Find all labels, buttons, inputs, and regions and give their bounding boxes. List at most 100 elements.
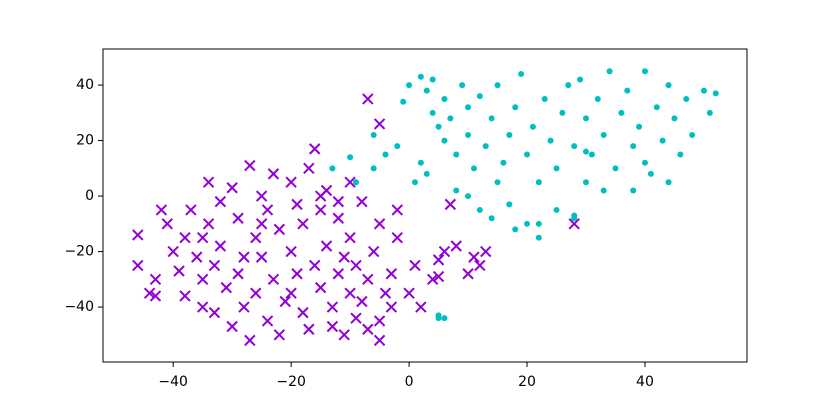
point — [391, 204, 403, 216]
point — [406, 82, 413, 89]
point — [196, 231, 209, 244]
point — [438, 245, 451, 258]
point — [179, 231, 191, 244]
point — [630, 187, 637, 194]
point — [338, 251, 350, 263]
point — [350, 259, 362, 272]
point — [400, 98, 407, 105]
point — [476, 206, 483, 213]
point — [362, 93, 374, 105]
point — [641, 159, 648, 166]
point — [347, 154, 354, 161]
point — [155, 204, 168, 216]
point — [244, 334, 256, 347]
x-tick-label: −40 — [158, 374, 188, 390]
point — [297, 306, 309, 319]
point — [474, 259, 486, 272]
point — [167, 245, 179, 258]
point — [535, 179, 542, 186]
point — [432, 254, 445, 266]
point — [273, 329, 286, 341]
point — [468, 251, 480, 263]
point — [261, 315, 274, 327]
point — [488, 115, 495, 122]
y-tick-label: −20 — [64, 244, 94, 260]
point — [132, 259, 144, 272]
point — [350, 312, 362, 324]
point — [462, 268, 474, 280]
point — [208, 306, 221, 319]
point — [444, 198, 457, 211]
point — [636, 123, 643, 130]
point — [588, 151, 595, 158]
point — [547, 137, 554, 144]
point — [494, 82, 501, 89]
x-tick-label: 20 — [518, 374, 536, 390]
point — [220, 281, 232, 294]
point — [250, 231, 262, 244]
point — [332, 268, 345, 280]
y-tick-label: 0 — [85, 188, 94, 204]
point — [185, 204, 197, 216]
point — [291, 268, 303, 280]
point — [226, 320, 238, 333]
point — [506, 201, 513, 208]
point — [232, 212, 244, 224]
point — [600, 132, 607, 139]
point — [332, 195, 345, 208]
point — [535, 234, 542, 241]
y-tick-label: −40 — [64, 299, 94, 315]
point — [488, 215, 495, 222]
point — [332, 212, 345, 224]
point — [338, 329, 350, 341]
point — [303, 162, 315, 175]
point — [618, 109, 625, 116]
point — [441, 95, 448, 102]
point — [244, 159, 256, 172]
point — [373, 218, 386, 230]
point — [470, 165, 477, 172]
point — [423, 170, 430, 177]
point — [196, 273, 209, 286]
point — [329, 165, 336, 172]
point — [465, 132, 472, 139]
point — [594, 95, 601, 102]
point — [326, 320, 339, 333]
point — [506, 132, 513, 139]
point — [465, 104, 472, 111]
point — [143, 287, 156, 299]
x-tick-label: 40 — [636, 374, 654, 390]
point — [132, 229, 144, 241]
point — [577, 76, 584, 83]
point — [362, 323, 374, 335]
point — [314, 281, 327, 294]
point — [394, 143, 401, 150]
point — [344, 231, 356, 244]
point — [250, 287, 262, 299]
point — [385, 301, 398, 313]
point — [356, 195, 368, 208]
point — [429, 109, 436, 116]
point — [583, 115, 589, 122]
point — [524, 220, 531, 227]
point — [441, 137, 448, 144]
point — [653, 104, 660, 111]
point — [202, 176, 215, 188]
point — [535, 220, 542, 227]
point — [373, 315, 386, 327]
point — [630, 143, 637, 150]
point — [309, 259, 321, 272]
point — [385, 268, 398, 280]
point — [568, 218, 580, 230]
point — [382, 151, 389, 158]
point — [370, 165, 377, 172]
point — [712, 90, 719, 97]
point — [453, 151, 460, 158]
x-tick-label: 0 — [405, 374, 414, 390]
point — [706, 109, 713, 116]
point — [429, 76, 436, 83]
point — [279, 295, 291, 308]
point — [297, 218, 309, 230]
point — [426, 273, 439, 286]
